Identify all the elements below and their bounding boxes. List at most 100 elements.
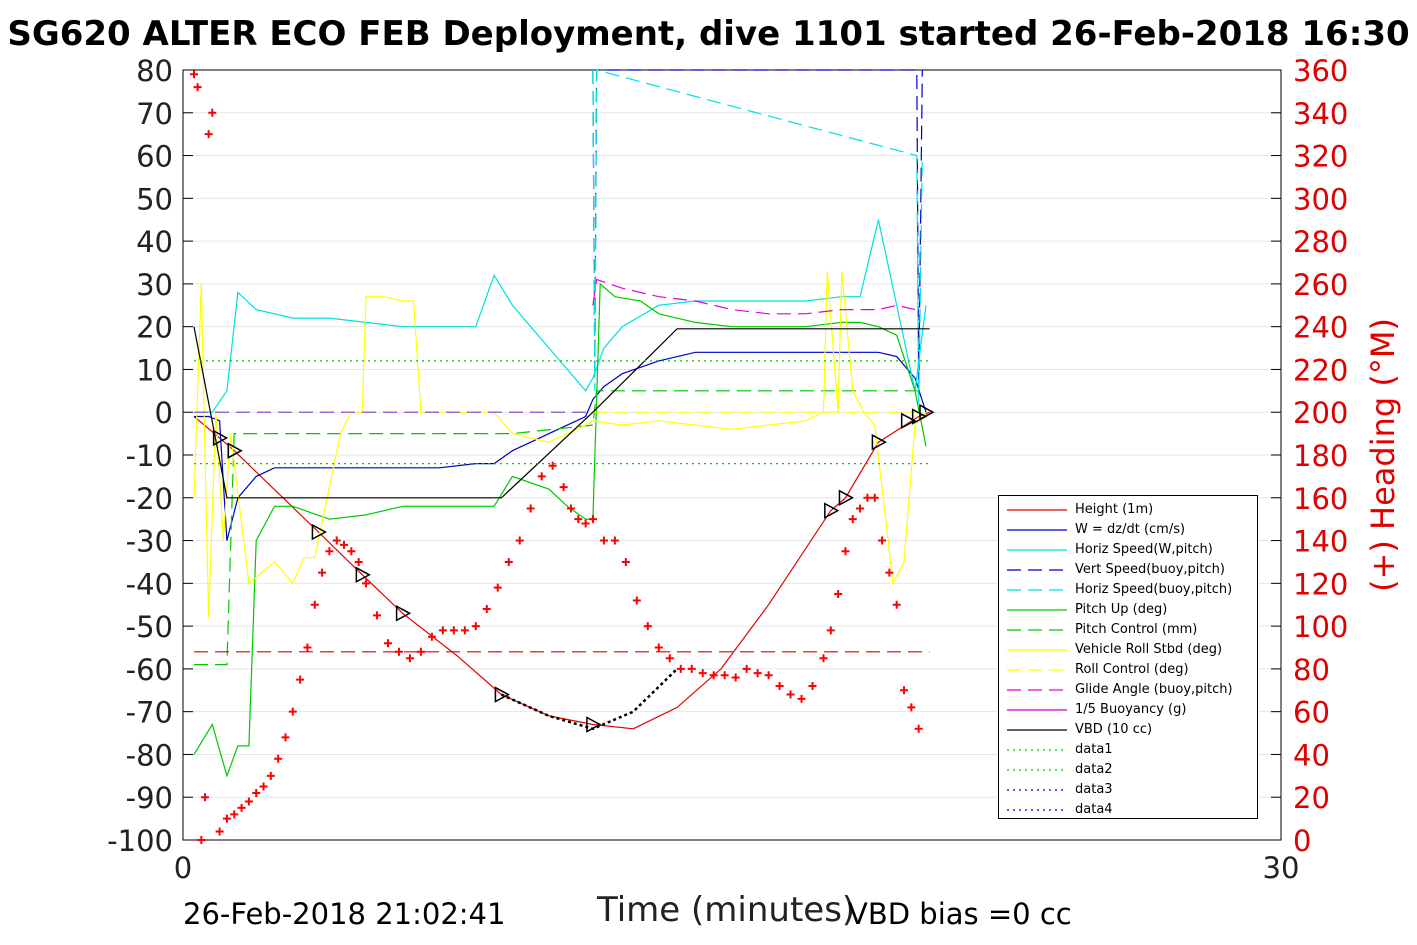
heading-point	[786, 690, 795, 699]
y-right-tick-label: 120	[1293, 567, 1348, 601]
waypoint-marker	[586, 716, 602, 733]
y-tick-label: -30	[126, 525, 173, 559]
heading-point	[914, 724, 923, 733]
legend-label: Pitch Up (deg)	[1075, 602, 1168, 617]
heading-point	[416, 647, 425, 656]
legend-swatch	[1007, 569, 1067, 571]
heading-point	[515, 536, 524, 545]
y-right-tick-label: 260	[1293, 268, 1348, 302]
heading-point	[834, 590, 843, 599]
heading-point	[200, 793, 209, 802]
legend-swatch	[1007, 709, 1067, 711]
y-right-tick-label: 280	[1293, 225, 1348, 259]
heading-point	[632, 596, 641, 605]
y-tick-label: -50	[126, 610, 173, 644]
y-tick-label: -90	[126, 781, 173, 815]
legend-label: Roll Control (deg)	[1075, 662, 1189, 677]
heading-point	[610, 536, 619, 545]
heading-point	[907, 703, 916, 712]
heading-point	[731, 673, 740, 682]
legend-label: W = dz/dt (cm/s)	[1075, 522, 1186, 537]
legend-entry: Height (1m)	[999, 500, 1257, 520]
y-tick-label: 40	[136, 225, 173, 259]
waypoint-marker	[838, 489, 855, 507]
heading-point	[808, 682, 817, 690]
heading-point	[885, 568, 894, 577]
y-right-tick-label: 0	[1293, 824, 1311, 858]
heading-point	[537, 472, 546, 481]
y-right-tick-label: 340	[1293, 97, 1348, 131]
heading-point	[482, 605, 491, 613]
legend-swatch	[1007, 609, 1067, 611]
legend-label: Height (1m)	[1075, 502, 1154, 517]
waypoint-marker	[395, 605, 412, 622]
legend-entry: data4	[999, 800, 1257, 820]
legend-label: Vehicle Roll Stbd (deg)	[1075, 642, 1223, 657]
heading-point	[742, 664, 751, 673]
heading-point	[325, 547, 334, 556]
heading-point	[362, 579, 370, 588]
heading-point	[599, 536, 608, 545]
y-right-tick-label: 180	[1293, 439, 1348, 473]
y-right-tick-label: 100	[1293, 610, 1348, 644]
heading-point	[252, 788, 261, 797]
legend-label: Horiz Speed(W,pitch)	[1075, 542, 1213, 557]
heading-point	[566, 504, 575, 513]
heading-point	[900, 686, 909, 695]
legend-entry: Vert Speed(buoy,pitch)	[999, 560, 1257, 580]
heading-point	[281, 733, 290, 742]
y-right-tick-label: 360	[1293, 54, 1348, 88]
legend-entry: Glide Angle (buoy,pitch)	[999, 680, 1257, 700]
waypoint-marker	[212, 429, 229, 447]
heading-point	[237, 803, 246, 812]
legend-swatch	[1007, 509, 1067, 511]
legend-label: data2	[1075, 762, 1113, 777]
heading-point	[654, 643, 663, 652]
y-tick-label: 30	[136, 268, 173, 302]
heading-point	[310, 600, 319, 609]
y-tick-label: 20	[136, 311, 173, 345]
heading-point	[197, 836, 206, 844]
legend-swatch	[1007, 549, 1067, 551]
series-line-pitch-up-deg	[193, 282, 927, 778]
legend-label: 1/5 Buoyancy (g)	[1075, 702, 1187, 717]
series-line-vert-speed-buoy-pitch	[592, 69, 923, 391]
heading-point	[449, 626, 458, 635]
legend-entry: Vehicle Roll Stbd (deg)	[999, 640, 1257, 660]
heading-point	[856, 504, 865, 513]
waypoint-marker	[919, 403, 935, 421]
legend-swatch	[1007, 529, 1067, 531]
heading-point	[819, 654, 828, 663]
heading-point	[347, 547, 356, 556]
heading-point	[504, 557, 513, 566]
waypoint-marker	[494, 686, 511, 703]
series-line-vbd-10-cc	[193, 326, 930, 499]
heading-point	[698, 669, 707, 678]
legend-swatch	[1007, 649, 1067, 651]
legend-swatch	[1007, 669, 1067, 671]
heading-point	[526, 504, 535, 513]
heading-point	[764, 671, 773, 680]
legend-swatch	[1007, 769, 1067, 771]
heading-point	[892, 600, 901, 609]
legend-swatch	[1007, 809, 1067, 811]
y-right-tick-label: 300	[1293, 182, 1348, 216]
heading-point	[303, 643, 312, 652]
legend-entry: Pitch Control (mm)	[999, 620, 1257, 640]
waypoint-marker	[900, 412, 917, 430]
heading-point	[676, 664, 685, 673]
waypoint-marker	[355, 566, 371, 584]
series-line-horiz-speed-w-pitch	[194, 219, 927, 413]
legend-label: Horiz Speed(buoy,pitch)	[1075, 582, 1233, 597]
x-tick-label: 30	[1263, 851, 1300, 885]
series-line-horiz-speed-buoy-pitch	[592, 69, 923, 404]
heading-point	[266, 771, 275, 780]
legend-entry: VBD (10 cc)	[999, 720, 1257, 740]
y-tick-label: 80	[136, 54, 173, 88]
heading-point	[372, 611, 381, 620]
heading-point	[841, 547, 850, 556]
heading-point	[230, 810, 239, 819]
legend-label: Pitch Control (mm)	[1075, 622, 1198, 637]
heading-point	[643, 622, 652, 631]
